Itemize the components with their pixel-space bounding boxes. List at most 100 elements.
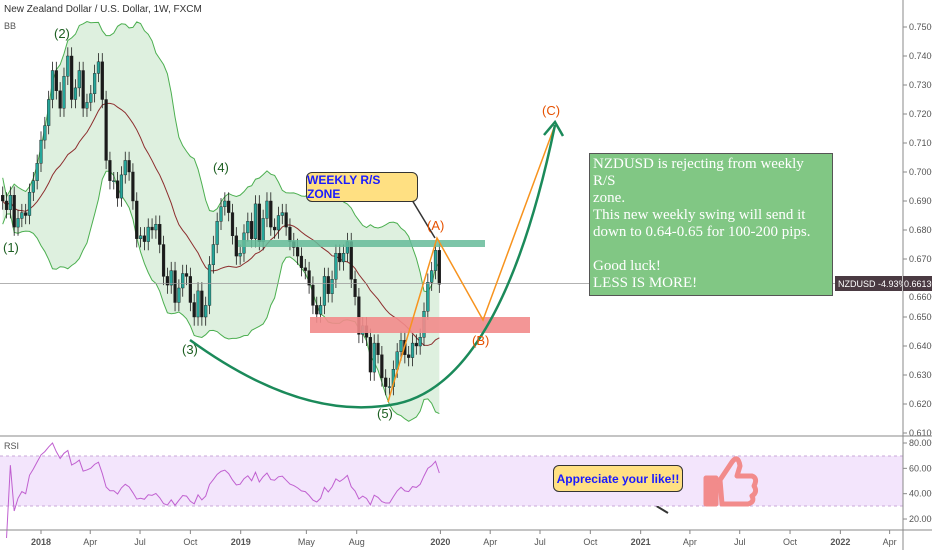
indicator-label-bb[interactable]: BB <box>4 21 17 31</box>
candle <box>414 342 418 347</box>
candle <box>387 386 392 388</box>
time-tick-label: Oct <box>583 537 598 547</box>
candle <box>322 276 327 306</box>
candle <box>85 102 89 109</box>
time-tick-label: May <box>298 537 316 547</box>
candle <box>253 203 258 239</box>
candle <box>47 99 51 126</box>
wave-label-4: (4) <box>213 160 229 175</box>
price-tick-label: 0.63000 <box>909 370 932 380</box>
rsi-axis[interactable]: 80.0000 60.0000 40.0000 20.0000 <box>903 438 932 524</box>
candle <box>127 160 131 173</box>
wave-label-c: (C) <box>542 103 560 118</box>
candle <box>4 200 9 210</box>
wave-label-2: (2) <box>54 26 70 41</box>
candle <box>407 354 411 358</box>
candle <box>16 218 20 228</box>
bb-basis <box>2 102 440 346</box>
time-tick-label: Jul <box>134 537 146 547</box>
candle <box>273 226 277 231</box>
price-tick-label: 0.73000 <box>909 80 932 90</box>
rounding-curve[interactable] <box>189 124 557 409</box>
candle <box>296 247 300 257</box>
candle <box>234 235 238 257</box>
candle <box>161 244 166 277</box>
candle <box>50 70 55 100</box>
price-tick-label: 0.65000 <box>909 312 932 322</box>
candle <box>8 194 12 210</box>
candle <box>73 87 78 100</box>
price-tick-label: 0.67000 <box>909 254 932 264</box>
candle <box>315 305 319 315</box>
abc-projection[interactable] <box>387 124 556 403</box>
candle <box>62 76 66 109</box>
target-zone[interactable] <box>310 317 530 333</box>
price-axis[interactable]: 0.75000 0.74000 0.73000 0.72000 0.71000 0.700… <box>903 22 932 438</box>
candle <box>376 342 380 355</box>
candle <box>81 70 85 109</box>
candle <box>24 212 28 216</box>
candle <box>196 290 200 318</box>
last-price-label: 0.66130 <box>903 276 932 291</box>
price-tick-label: 0.64000 <box>909 341 932 351</box>
rsi-tick-label: 20.0000 <box>909 514 932 524</box>
candle <box>184 273 189 277</box>
candle <box>200 290 204 318</box>
time-tick-label: Oct <box>783 537 798 547</box>
indicator-label-rsi[interactable]: RSI <box>4 441 20 451</box>
candle <box>165 276 169 286</box>
time-tick-label: Apr <box>683 537 697 547</box>
candle <box>433 250 438 271</box>
candle <box>146 226 150 242</box>
wave-label-1: (1) <box>3 240 19 255</box>
candle <box>142 235 147 242</box>
candle <box>58 90 62 109</box>
candle <box>326 276 330 294</box>
candle <box>181 273 185 289</box>
rsi-series <box>6 442 440 539</box>
rsi-tick-label: 80.0000 <box>909 438 932 448</box>
candle <box>123 160 127 176</box>
time-tick-label: Apr <box>883 537 897 547</box>
candle <box>70 55 74 100</box>
chart-title: New Zealand Dollar / U.S. Dollar, 1W, FX… <box>4 4 202 15</box>
candle <box>215 221 219 245</box>
candle <box>35 163 39 181</box>
like-callout[interactable]: Appreciate your like!! <box>553 465 683 492</box>
zone-callout[interactable]: WEEKLY R/S ZONE <box>306 172 418 202</box>
candle <box>27 192 32 216</box>
candle <box>219 206 223 222</box>
candle <box>108 160 112 181</box>
candle <box>384 377 388 387</box>
candle <box>303 267 307 271</box>
rsi-band <box>0 456 903 506</box>
time-tick-label: Oct <box>183 537 198 547</box>
candle <box>138 235 143 239</box>
candle <box>66 55 70 77</box>
price-tick-label: 0.68000 <box>909 225 932 235</box>
candle <box>353 279 357 297</box>
candle <box>154 223 158 231</box>
time-tick-label: 2018 <box>31 537 51 547</box>
time-axis[interactable]: 2018 Apr Jul Oct 2019 May Aug 2020 Apr Jul Oct 2021… <box>31 530 897 547</box>
price-tick-label: 0.66000 <box>909 292 932 302</box>
candle <box>31 180 35 193</box>
candle <box>96 61 101 74</box>
zone-callout-pointer <box>411 199 436 239</box>
candle <box>311 284 315 306</box>
wave-label-b: (B) <box>472 333 489 348</box>
price-tick-label: 0.62000 <box>909 399 932 409</box>
price-tick-label: 0.69000 <box>909 196 932 206</box>
analysis-note[interactable]: NZDUSD is rejecting from weekly R/S zone… <box>589 153 833 296</box>
candle <box>89 93 93 103</box>
candle <box>227 200 231 213</box>
candle <box>284 212 288 228</box>
weekly-rs-zone[interactable] <box>238 240 485 247</box>
time-tick-label: Aug <box>349 537 365 547</box>
candle <box>135 200 139 239</box>
candle <box>112 180 116 182</box>
candle <box>250 221 254 239</box>
candle <box>115 180 120 199</box>
candle <box>39 139 43 164</box>
